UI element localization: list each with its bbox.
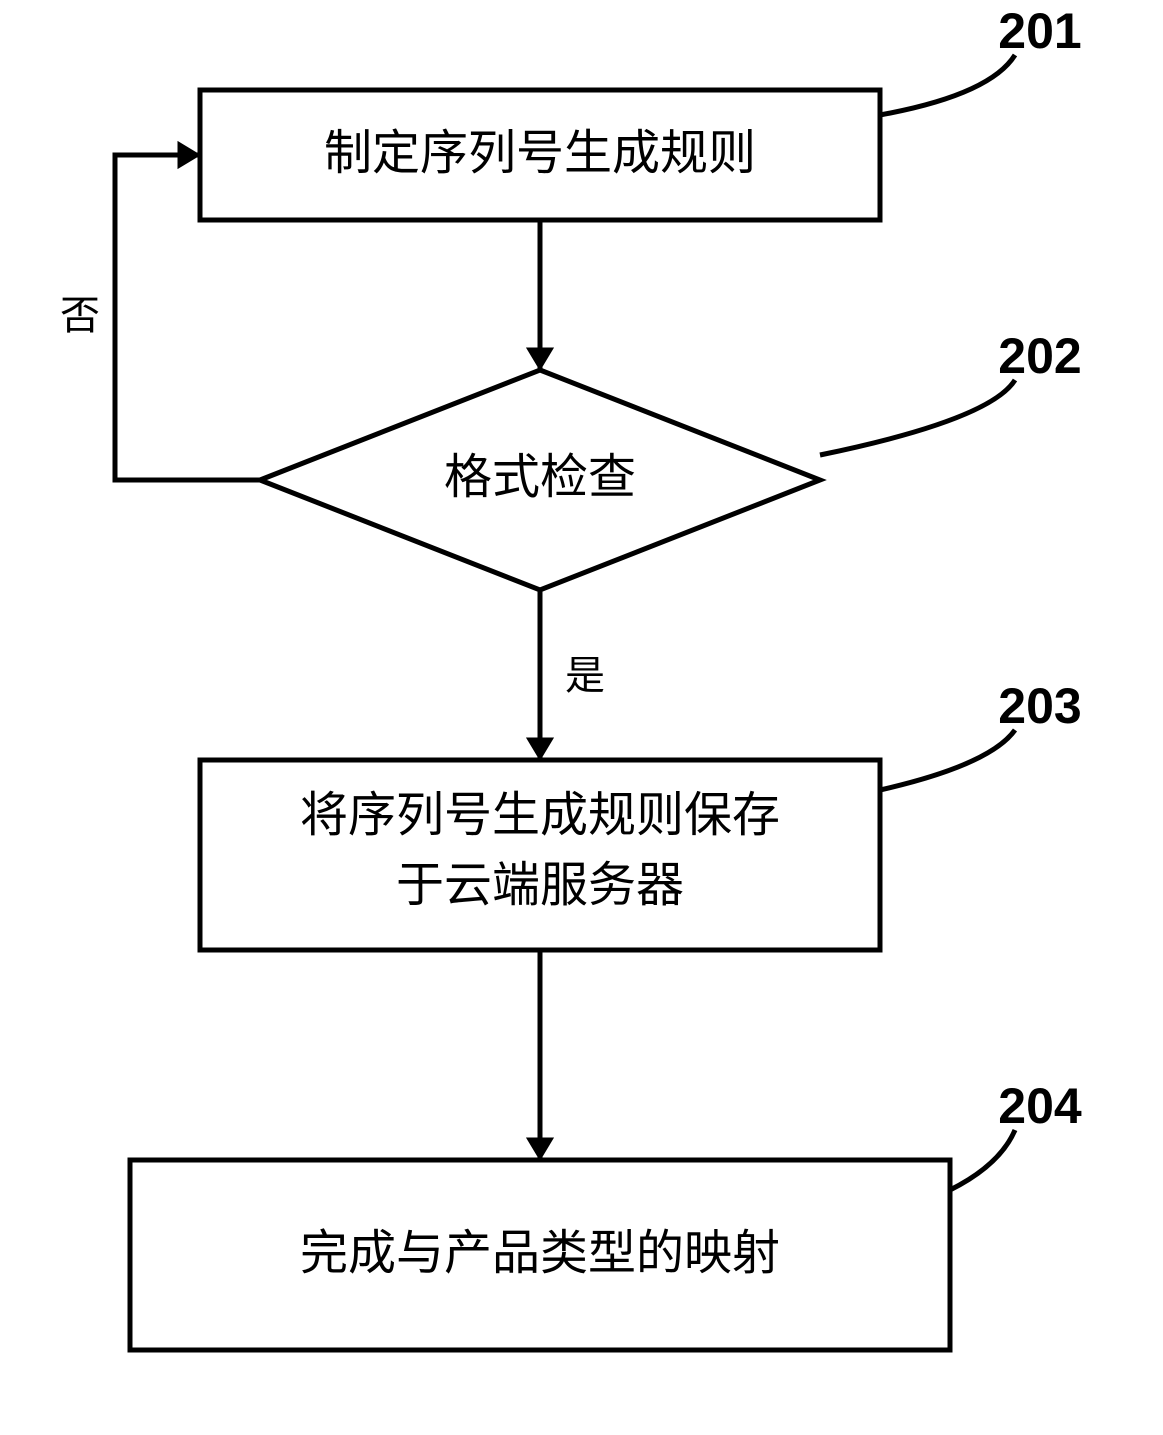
flowchart-canvas: 是 否 制定序列号生成规则 201 格式检查 202 将序列号生成规则保存于云端服务器 203… <box>0 0 1163 1435</box>
arrow-head <box>527 348 553 370</box>
reference-label: 204 <box>998 1078 1082 1134</box>
node-text: 制定序列号生成规则 <box>324 127 756 180</box>
arrow-head <box>527 1138 553 1160</box>
callout-line <box>950 1130 1015 1190</box>
reference-label: 201 <box>998 3 1081 59</box>
node-text: 将序列号生成规则保存 <box>300 789 780 842</box>
node-text: 格式检查 <box>444 451 636 504</box>
arrow-head <box>527 738 553 760</box>
node-text: 完成与产品类型的映射 <box>300 1227 780 1280</box>
callout-line <box>880 730 1015 790</box>
callout-line <box>820 380 1015 455</box>
node-text: 于云端服务器 <box>396 859 684 912</box>
callout-line <box>880 55 1015 115</box>
edge-label: 否 <box>60 293 100 338</box>
reference-label: 203 <box>998 678 1081 734</box>
edge-label: 是 <box>565 653 605 698</box>
reference-label: 202 <box>998 328 1081 384</box>
arrow-head <box>178 142 200 168</box>
